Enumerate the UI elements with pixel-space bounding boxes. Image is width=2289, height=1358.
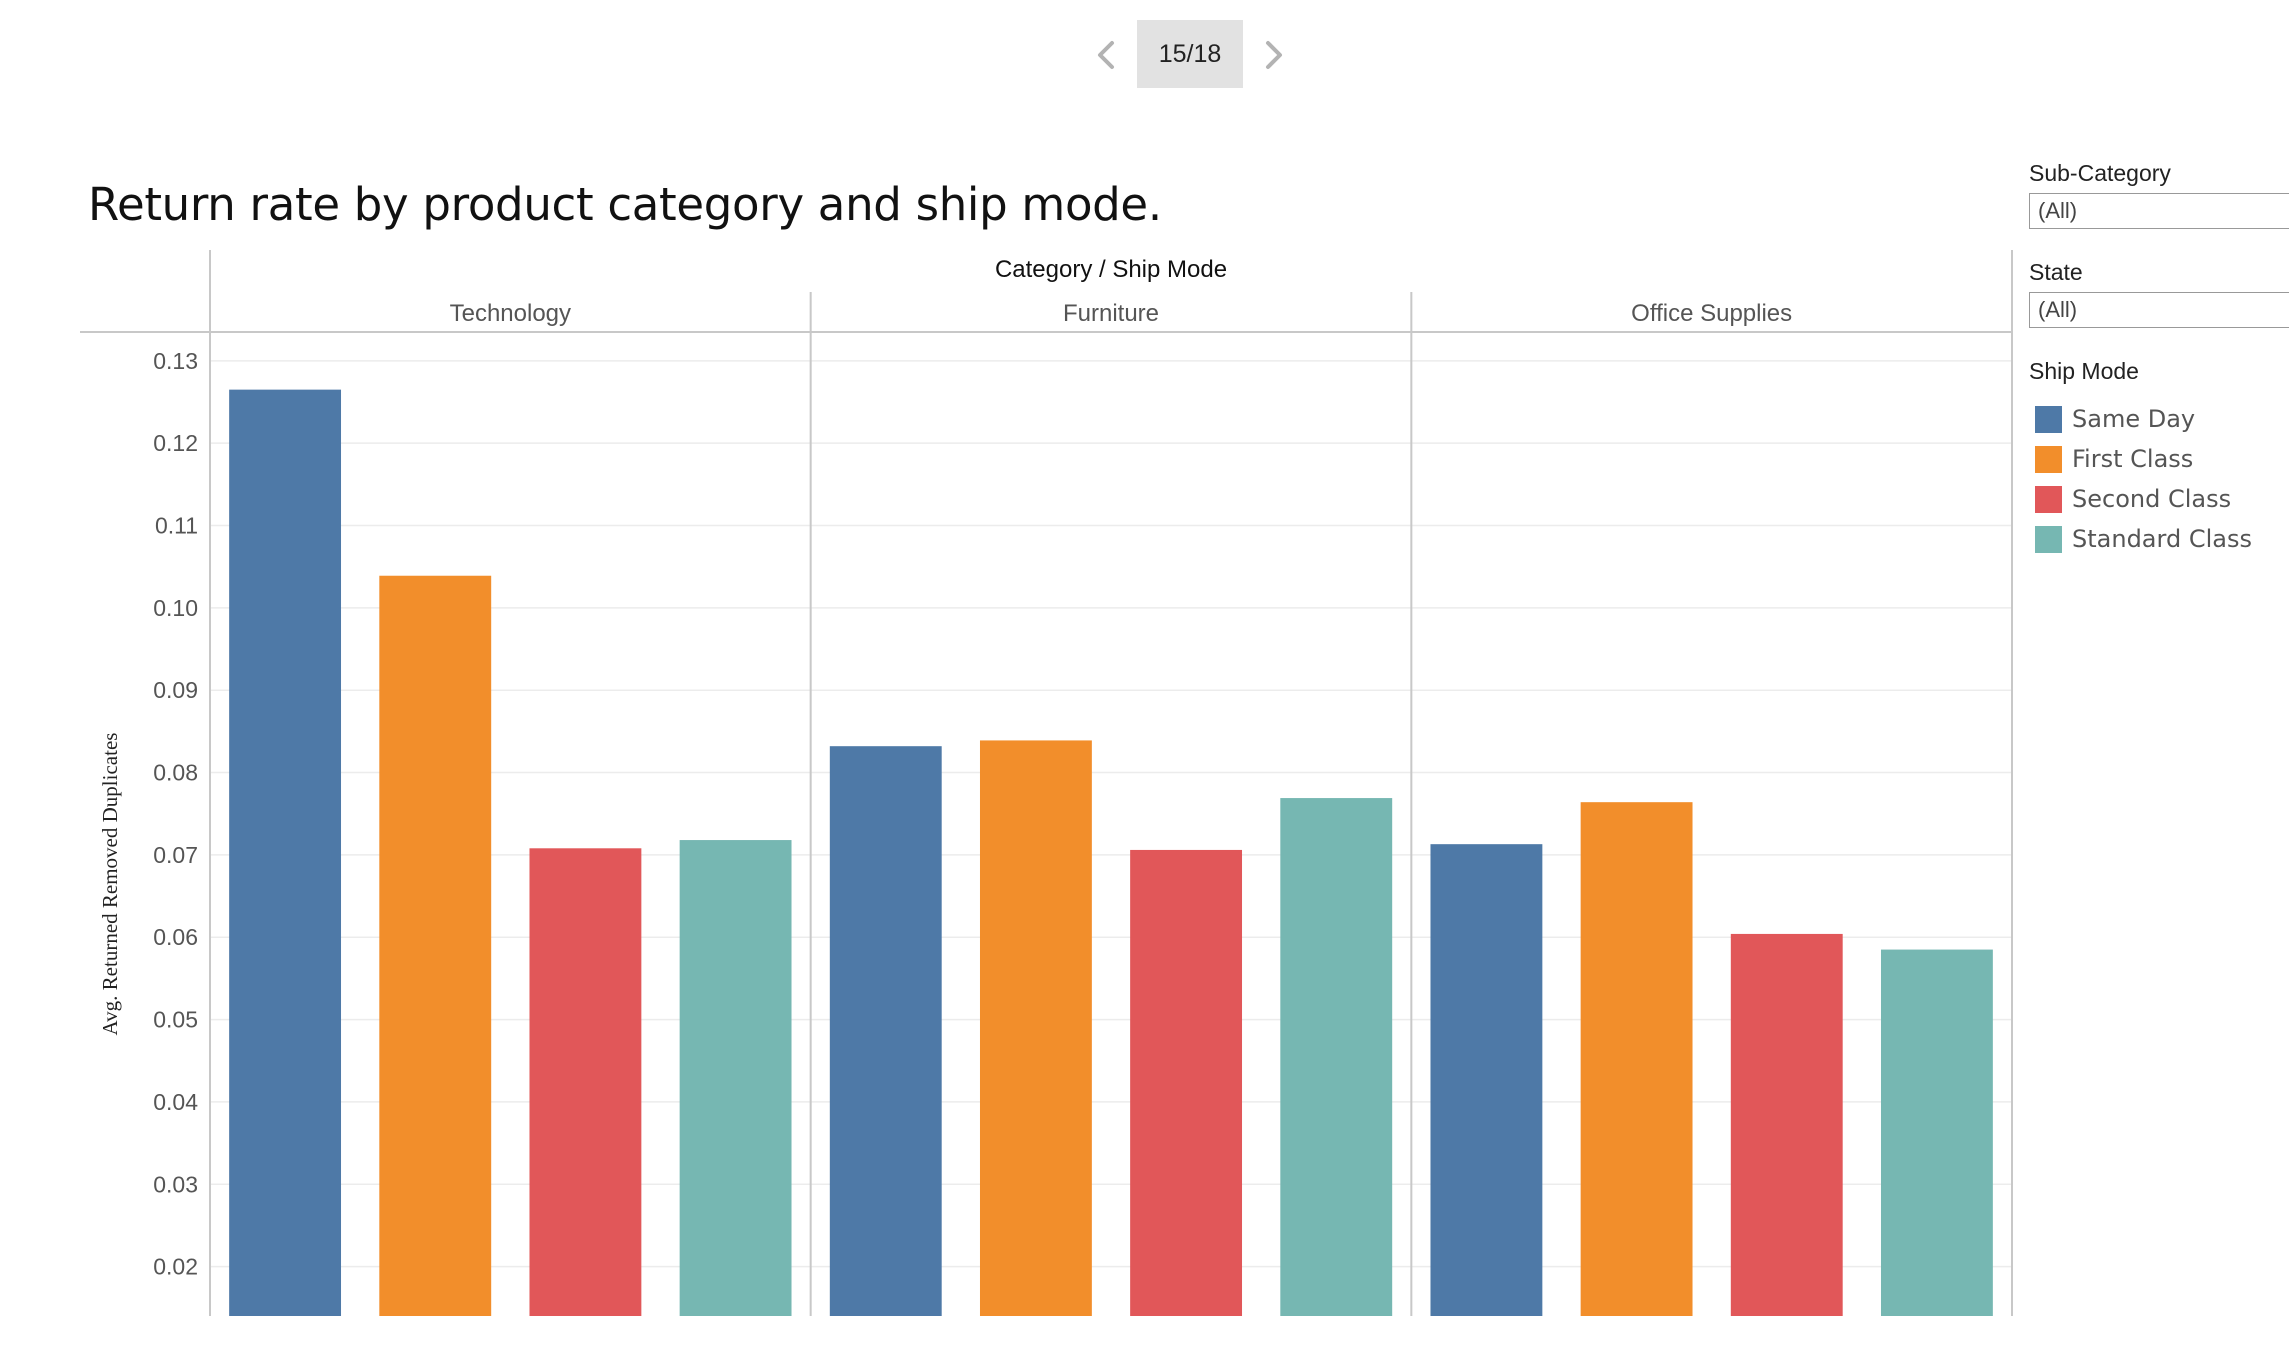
- legend-item[interactable]: Second Class: [2029, 479, 2289, 519]
- y-tick-label: 0.06: [153, 924, 198, 950]
- bar-first-class: [379, 575, 492, 1316]
- pager: 15/18: [1090, 20, 1290, 90]
- filter-label: Sub-Category: [2029, 160, 2171, 186]
- y-tick-label: 0.07: [153, 842, 198, 868]
- filter-label: State: [2029, 259, 2083, 285]
- filter-sub-category: Sub-Category (All): [2029, 160, 2289, 229]
- bar-same-day: [829, 746, 942, 1316]
- category-header: Office Supplies: [1631, 300, 1792, 327]
- category-header: Furniture: [1063, 300, 1159, 327]
- y-tick-label: 0.09: [153, 677, 198, 703]
- bars: [229, 389, 1993, 1317]
- chart-labels: 0.02 0.03 0.04 0.05 0.06 0.07 0.08 0.09 0.10 0.11…: [98, 256, 1792, 1280]
- y-tick-label: 0.12: [153, 430, 198, 456]
- y-tick-label: 0.03: [153, 1171, 198, 1197]
- bar-first-class: [979, 740, 1092, 1316]
- column-title: Category / Ship Mode: [995, 256, 1227, 283]
- bar-first-class: [1580, 802, 1693, 1316]
- side-panel: Sub-Category (All) State (All) Ship Mode…: [2029, 160, 2289, 559]
- bar-chart: 0.02 0.03 0.04 0.05 0.06 0.07 0.08 0.09 0.10 0.11…: [80, 250, 2013, 1317]
- legend-label: First Class: [2072, 445, 2194, 473]
- legend-swatch: [2035, 445, 2062, 473]
- bar-same-day: [229, 389, 342, 1317]
- legend-item[interactable]: Standard Class: [2029, 519, 2289, 559]
- legend-swatch: [2035, 485, 2062, 513]
- legend-label: Standard Class: [2072, 525, 2252, 553]
- bar-standard-class: [1280, 798, 1393, 1316]
- bar-standard-class: [679, 840, 792, 1316]
- y-tick-label: 0.11: [155, 513, 198, 539]
- prev-page-button[interactable]: [1090, 38, 1124, 72]
- chart-frame: [80, 250, 2013, 1316]
- y-tick-label: 0.02: [153, 1254, 198, 1280]
- gridlines: [210, 360, 2012, 1268]
- bar-standard-class: [1880, 949, 1993, 1316]
- bar-second-class: [1730, 933, 1843, 1316]
- filter-state: State (All): [2029, 259, 2289, 328]
- y-tick-label: 0.08: [153, 760, 198, 786]
- bar-second-class: [529, 848, 642, 1316]
- category-header: Technology: [450, 300, 571, 327]
- state-dropdown[interactable]: (All): [2029, 292, 2289, 328]
- legend: Same Day First Class Second Class Standard …: [2029, 399, 2289, 559]
- legend-item[interactable]: First Class: [2029, 439, 2289, 479]
- legend-label: Same Day: [2072, 405, 2196, 433]
- y-tick-label: 0.10: [153, 595, 198, 621]
- sub-category-dropdown[interactable]: (All): [2029, 193, 2289, 229]
- y-tick-label: 0.04: [153, 1089, 198, 1115]
- y-tick-label: 0.05: [153, 1007, 198, 1033]
- legend-item[interactable]: Same Day: [2029, 399, 2289, 439]
- next-page-button[interactable]: [1256, 38, 1290, 72]
- y-tick-label: 0.13: [153, 348, 198, 374]
- chevron-right-icon: [1266, 41, 1282, 69]
- legend-title: Ship Mode: [2029, 358, 2139, 384]
- legend-label: Second Class: [2072, 485, 2232, 513]
- y-axis-label: Avg. Returned Removed Duplicates: [98, 733, 122, 1036]
- page-title: Return rate by product category and ship…: [88, 178, 1162, 231]
- legend-swatch: [2035, 405, 2062, 433]
- legend-swatch: [2035, 525, 2062, 553]
- page-counter: 15/18: [1137, 20, 1243, 88]
- chevron-left-icon: [1098, 41, 1114, 69]
- bar-same-day: [1430, 844, 1543, 1316]
- bar-second-class: [1130, 849, 1243, 1316]
